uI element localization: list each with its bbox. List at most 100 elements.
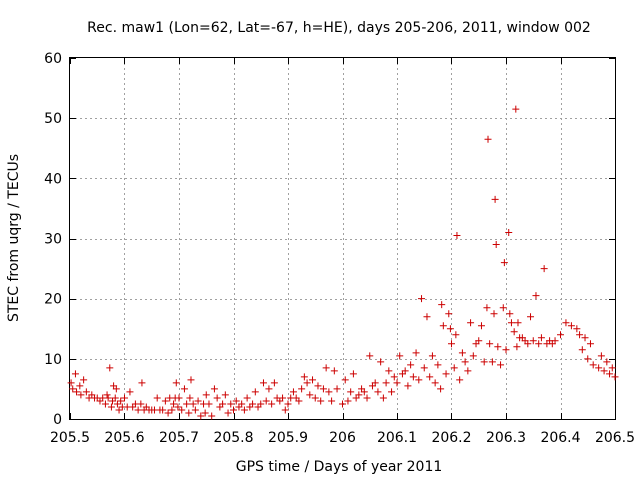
data-point bbox=[161, 397, 169, 405]
data-point bbox=[488, 358, 496, 366]
data-point bbox=[502, 346, 510, 354]
data-point bbox=[581, 334, 589, 342]
data-point bbox=[557, 331, 564, 339]
x-tick-label: 206 bbox=[329, 430, 356, 446]
data-point bbox=[349, 370, 357, 378]
x-tick-label: 205.9 bbox=[268, 430, 308, 446]
data-point bbox=[138, 379, 146, 387]
x-tick-label: 205.5 bbox=[50, 430, 90, 446]
x-tick-label: 206.4 bbox=[540, 430, 580, 446]
data-point bbox=[551, 337, 559, 345]
data-point bbox=[461, 358, 469, 366]
data-point bbox=[514, 319, 522, 327]
data-point bbox=[490, 310, 498, 318]
data-point bbox=[174, 403, 182, 411]
data-point bbox=[418, 295, 426, 303]
data-point bbox=[595, 364, 603, 372]
data-point bbox=[289, 388, 297, 396]
y-tick-label: 50 bbox=[44, 111, 62, 127]
data-point bbox=[385, 367, 393, 375]
data-point bbox=[437, 385, 445, 393]
data-point bbox=[450, 364, 458, 372]
data-point bbox=[608, 364, 616, 372]
data-point bbox=[257, 400, 265, 408]
data-point bbox=[328, 397, 336, 405]
data-point bbox=[540, 265, 548, 273]
data-point bbox=[464, 367, 472, 375]
data-point bbox=[112, 385, 120, 393]
data-point bbox=[377, 358, 385, 366]
data-point bbox=[431, 379, 439, 387]
data-point bbox=[201, 409, 209, 417]
data-point bbox=[494, 343, 502, 351]
data-point bbox=[606, 370, 614, 378]
data-point bbox=[448, 340, 455, 348]
data-point bbox=[170, 400, 178, 408]
data-point bbox=[159, 406, 167, 414]
data-point bbox=[510, 328, 518, 336]
data-point bbox=[281, 406, 289, 414]
data-point bbox=[484, 135, 492, 143]
data-point bbox=[202, 391, 210, 399]
data-point bbox=[317, 397, 325, 405]
data-point bbox=[475, 337, 483, 345]
data-point bbox=[153, 394, 161, 402]
data-point bbox=[603, 358, 611, 366]
data-point bbox=[208, 412, 216, 420]
data-point bbox=[69, 385, 77, 393]
data-point bbox=[529, 337, 537, 345]
data-point bbox=[265, 385, 273, 393]
data-point bbox=[221, 391, 229, 399]
data-point bbox=[360, 388, 368, 396]
data-point bbox=[452, 331, 460, 339]
data-point bbox=[532, 292, 540, 300]
y-tick-label: 10 bbox=[44, 352, 62, 368]
data-point bbox=[168, 406, 176, 414]
data-point bbox=[197, 412, 205, 420]
data-point bbox=[205, 400, 213, 408]
data-point bbox=[101, 400, 109, 408]
data-point bbox=[499, 304, 507, 312]
data-point bbox=[458, 349, 466, 357]
data-point bbox=[80, 376, 88, 384]
data-point bbox=[439, 322, 447, 330]
x-tick-label: 205.6 bbox=[104, 430, 144, 446]
data-point bbox=[573, 325, 581, 333]
data-point bbox=[284, 400, 292, 408]
data-point bbox=[227, 400, 235, 408]
data-point bbox=[309, 376, 317, 384]
data-point bbox=[513, 343, 521, 351]
data-point bbox=[303, 379, 311, 387]
data-point bbox=[164, 409, 172, 417]
x-tick-label: 206.5 bbox=[595, 430, 635, 446]
data-point bbox=[409, 373, 417, 381]
data-point bbox=[339, 400, 346, 408]
data-point bbox=[76, 382, 84, 390]
data-point bbox=[524, 340, 532, 348]
data-point bbox=[213, 394, 221, 402]
data-point bbox=[477, 322, 485, 330]
data-point bbox=[578, 346, 586, 354]
data-point bbox=[527, 313, 535, 321]
plot-frame bbox=[69, 57, 616, 420]
data-point bbox=[453, 231, 461, 239]
data-point bbox=[121, 394, 128, 402]
y-tick-label: 30 bbox=[44, 232, 62, 248]
y-tick-label: 20 bbox=[44, 292, 62, 308]
data-point bbox=[371, 379, 379, 387]
data-point bbox=[401, 367, 409, 375]
data-point bbox=[393, 379, 401, 387]
data-point bbox=[366, 352, 374, 360]
data-point bbox=[183, 400, 191, 408]
data-point bbox=[333, 385, 341, 393]
data-point bbox=[382, 379, 390, 387]
data-point bbox=[103, 391, 111, 399]
data-point bbox=[117, 397, 125, 405]
data-point bbox=[175, 394, 183, 402]
data-point bbox=[134, 406, 142, 414]
data-point bbox=[456, 376, 464, 384]
data-point bbox=[311, 394, 319, 402]
y-tick-label: 40 bbox=[44, 171, 62, 187]
data-point bbox=[268, 400, 276, 408]
